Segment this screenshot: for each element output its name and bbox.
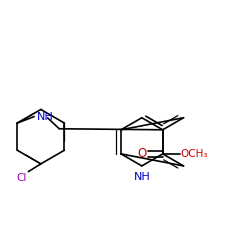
Text: Cl: Cl (17, 173, 27, 183)
Text: NH: NH (134, 172, 150, 182)
Text: NH: NH (37, 112, 54, 122)
Text: O: O (137, 148, 146, 160)
Text: OCH₃: OCH₃ (180, 149, 208, 159)
